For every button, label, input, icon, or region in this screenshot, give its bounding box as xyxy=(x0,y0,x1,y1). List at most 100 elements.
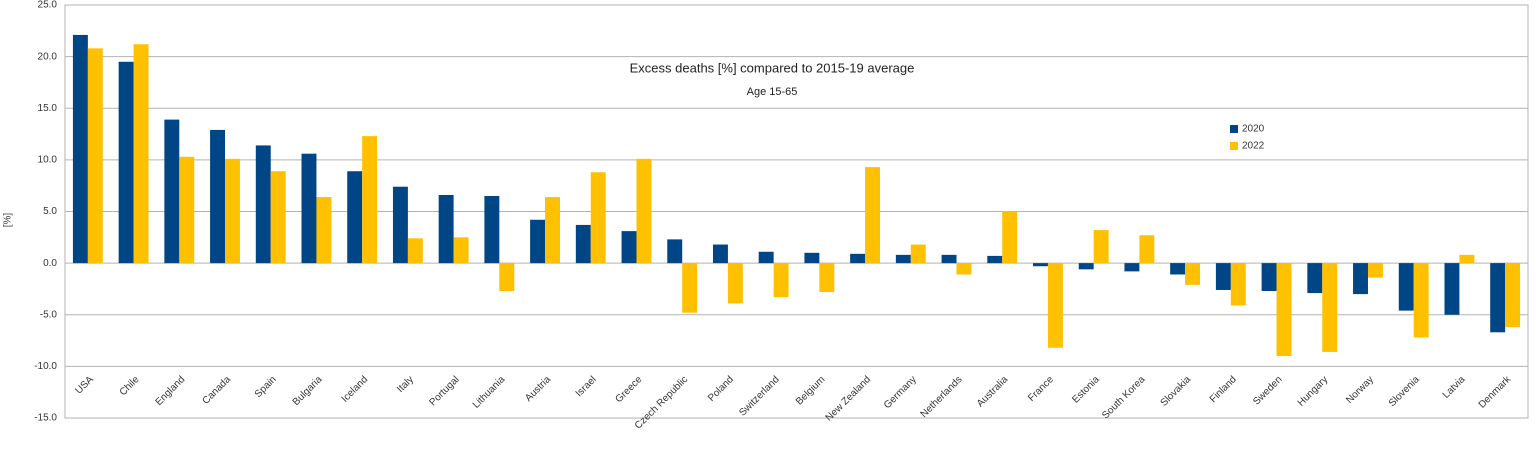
x-tick-label: Israel xyxy=(574,374,599,399)
bar xyxy=(118,61,134,264)
bar xyxy=(773,263,789,298)
chart-title: Excess deaths [%] compared to 2015-19 av… xyxy=(630,60,915,75)
x-tick-label: Latvia xyxy=(1441,374,1468,401)
bar xyxy=(621,231,637,264)
bar xyxy=(210,129,226,264)
x-tick-label: Slovenia xyxy=(1387,374,1422,409)
x-tick-label: Estonia xyxy=(1070,374,1102,406)
x-tick-label: Denmark xyxy=(1477,374,1514,411)
x-tick-label: South Korea xyxy=(1100,374,1147,421)
y-tick-label: 5.0 xyxy=(43,206,57,217)
y-axis-label: [%] xyxy=(3,213,14,228)
x-tick-label: Portugal xyxy=(427,374,461,408)
x-tick-label: Italy xyxy=(395,374,416,395)
bar xyxy=(1230,263,1246,306)
bar xyxy=(362,136,378,264)
bar xyxy=(850,253,866,264)
bar xyxy=(1047,263,1063,348)
bar xyxy=(316,197,332,264)
bar xyxy=(545,197,560,264)
bar xyxy=(712,244,728,264)
x-tick-label: Chile xyxy=(118,374,142,398)
bar xyxy=(1322,263,1338,352)
y-tick-label: 20.0 xyxy=(38,51,58,62)
bar xyxy=(667,239,683,264)
bar xyxy=(727,263,743,304)
bar xyxy=(1033,263,1048,267)
x-tick-label: Poland xyxy=(706,374,736,404)
bar xyxy=(1413,263,1429,338)
bar xyxy=(407,238,423,264)
bar xyxy=(758,251,774,264)
y-tick-label: -5.0 xyxy=(40,309,58,320)
bar xyxy=(530,219,546,264)
bar xyxy=(1367,263,1383,278)
x-tick-label: Greece xyxy=(614,374,645,405)
legend-label: 2022 xyxy=(1242,141,1265,152)
legend-swatch xyxy=(1230,142,1238,150)
bar xyxy=(1261,263,1277,292)
y-tick-label: 10.0 xyxy=(38,155,58,166)
x-tick-label: New Zealand xyxy=(824,374,873,423)
chart-subtitle: Age 15-65 xyxy=(747,86,798,98)
x-tick-label: Sweden xyxy=(1251,374,1284,407)
bar xyxy=(804,252,820,264)
bar xyxy=(895,254,911,264)
bar xyxy=(87,48,103,264)
bar xyxy=(575,224,591,264)
bar xyxy=(225,158,240,264)
x-tick-label: Hungary xyxy=(1296,374,1331,409)
x-tick-label: Austria xyxy=(523,374,553,404)
y-tick-label: 25.0 xyxy=(38,0,58,11)
bar xyxy=(1185,263,1201,285)
x-tick-label: Germany xyxy=(882,374,919,411)
bar xyxy=(987,255,1003,264)
x-tick-label: USA xyxy=(74,374,97,397)
x-tick-label: Australia xyxy=(975,374,1011,410)
y-tick-label: 0.0 xyxy=(43,258,57,269)
y-tick-label: -15.0 xyxy=(34,413,57,424)
bar xyxy=(179,156,195,264)
x-tick-label: Slovakia xyxy=(1159,374,1194,409)
bar xyxy=(72,34,88,264)
bar xyxy=(270,171,286,264)
bar xyxy=(819,263,835,293)
bar xyxy=(1002,211,1018,264)
bar xyxy=(484,196,500,264)
x-tick-label: Bulgaria xyxy=(291,374,325,408)
bar xyxy=(1124,263,1140,272)
x-tick-label: Canada xyxy=(200,374,233,407)
y-tick-label: -10.0 xyxy=(34,361,57,372)
bar xyxy=(438,194,454,264)
bar xyxy=(1139,235,1155,264)
bar xyxy=(1307,263,1323,294)
bar xyxy=(453,237,469,264)
bar xyxy=(636,158,652,264)
bar xyxy=(133,44,149,264)
bar xyxy=(1490,263,1506,333)
bar xyxy=(392,186,408,264)
bar xyxy=(1353,263,1368,295)
x-tick-label: England xyxy=(154,374,188,408)
legend-swatch xyxy=(1230,125,1238,133)
bar xyxy=(682,263,698,313)
x-tick-label: France xyxy=(1026,374,1056,404)
bar xyxy=(499,263,515,292)
bar xyxy=(1078,263,1094,270)
bar xyxy=(865,167,881,264)
bar xyxy=(1459,254,1475,264)
x-tick-label: Finland xyxy=(1208,374,1239,405)
bar xyxy=(164,119,180,264)
x-tick-label: Norway xyxy=(1344,374,1376,406)
bar xyxy=(1215,263,1231,290)
bar xyxy=(1505,263,1521,328)
bar xyxy=(910,244,926,264)
bar xyxy=(1170,263,1186,275)
bar xyxy=(301,153,317,264)
bar xyxy=(590,172,606,264)
x-tick-label: Iceland xyxy=(340,374,371,405)
bar xyxy=(941,254,957,264)
x-tick-label: Belgium xyxy=(794,374,827,407)
bar xyxy=(255,145,271,264)
